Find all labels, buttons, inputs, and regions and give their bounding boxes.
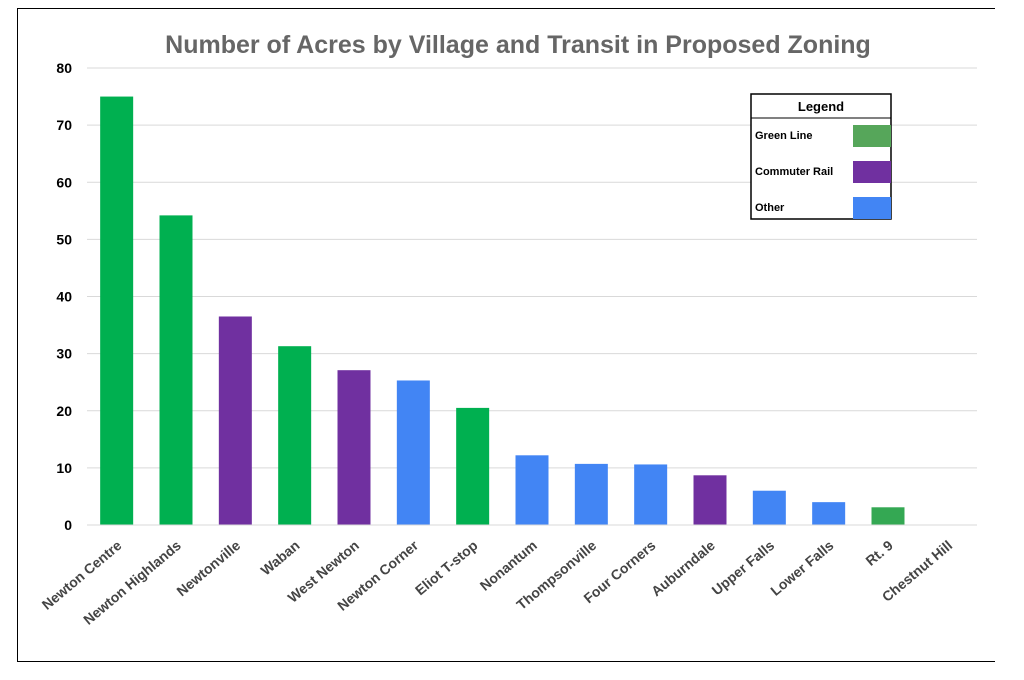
legend-label: Other <box>755 202 785 214</box>
x-tick-label: Auburndale <box>648 537 718 599</box>
legend-entries: Green Line Commuter Rail Other <box>755 125 891 219</box>
bar <box>100 96 134 525</box>
bar <box>574 463 608 525</box>
y-tick-label: 50 <box>56 231 72 247</box>
legend-title: Legend <box>798 99 844 114</box>
bar <box>812 502 846 525</box>
y-tick-label: 60 <box>56 174 72 190</box>
bar <box>456 407 490 525</box>
x-tick-label: Waban <box>258 537 303 578</box>
bar <box>159 215 193 525</box>
y-tick-label: 80 <box>56 60 72 76</box>
bar <box>752 490 786 525</box>
y-tick-label: 10 <box>56 460 72 476</box>
legend-label: Commuter Rail <box>755 166 833 178</box>
legend: Legend Green Line Commuter Rail Other <box>750 93 892 220</box>
y-tick-label: 30 <box>56 346 72 362</box>
bars <box>100 96 905 525</box>
bar <box>337 370 371 525</box>
bar <box>218 316 252 525</box>
x-tick-label: Newton Highlands <box>80 537 184 628</box>
x-tick-label: Newtonville <box>173 537 243 599</box>
legend-swatch <box>853 161 891 183</box>
chart-title: Number of Acres by Village and Transit i… <box>165 31 871 59</box>
y-tick-label: 20 <box>56 403 72 419</box>
x-tick-label: Upper Falls <box>709 537 778 598</box>
bar <box>515 455 549 525</box>
x-tick-label: Eliot T-stop <box>412 537 481 598</box>
y-tick-label: 40 <box>56 289 72 305</box>
bar <box>396 380 430 525</box>
x-tick-label: Rt. 9 <box>862 537 896 569</box>
y-axis-ticks: 0 10 20 30 40 50 60 70 80 <box>56 60 72 533</box>
bar <box>693 475 727 525</box>
chart-frame <box>17 8 995 662</box>
bar <box>871 507 905 525</box>
bar <box>634 464 668 525</box>
legend-swatch <box>853 125 891 147</box>
x-tick-label: Lower Falls <box>767 537 836 599</box>
bar <box>278 346 312 525</box>
legend-label: Green Line <box>755 130 812 142</box>
legend-swatch <box>853 197 891 219</box>
y-tick-label: 0 <box>64 517 72 533</box>
y-tick-label: 70 <box>56 117 72 133</box>
